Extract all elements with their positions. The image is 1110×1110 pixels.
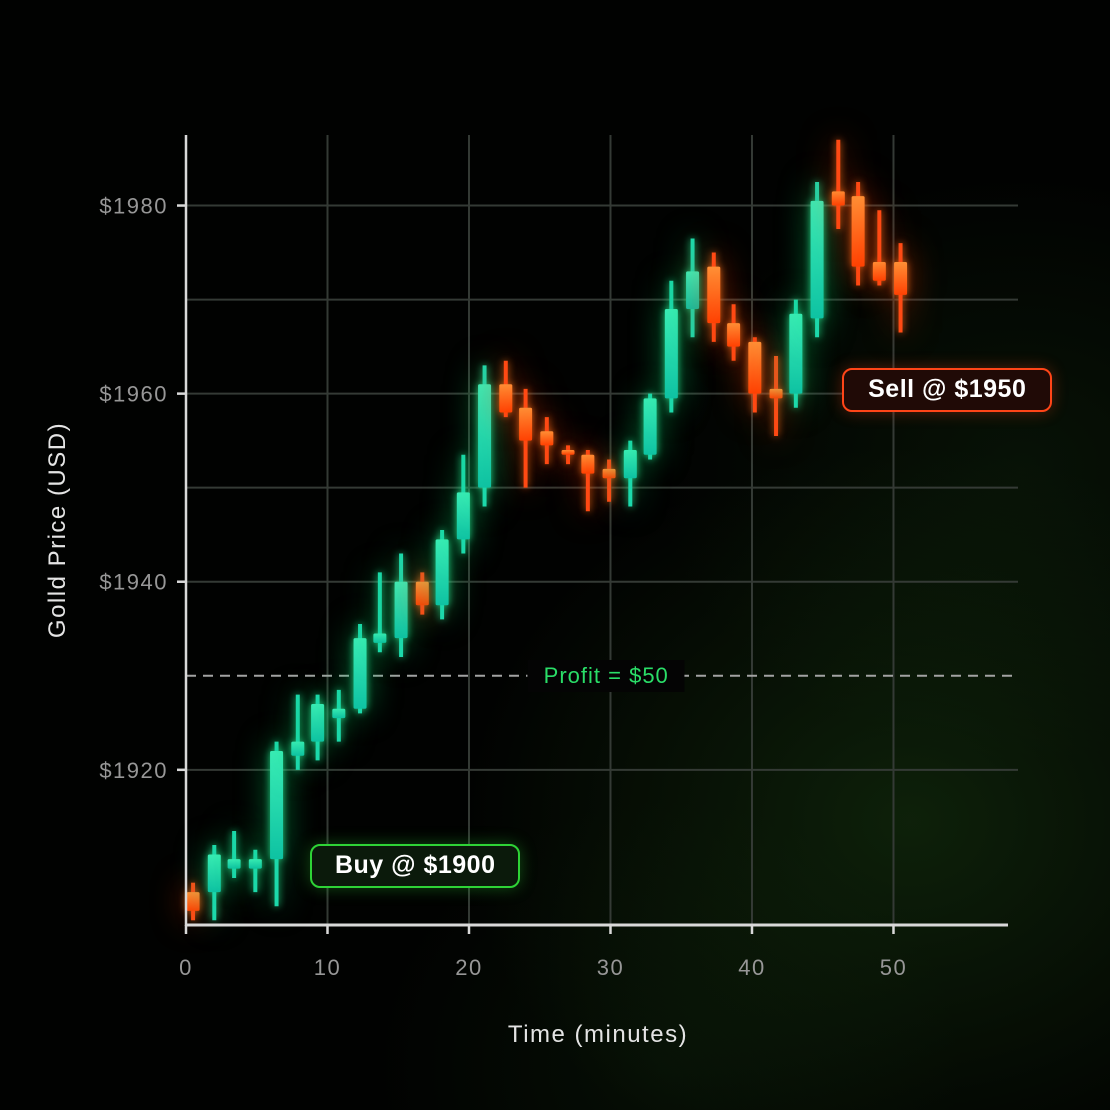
profit-annotation: Profit = $50 bbox=[527, 659, 685, 692]
candle-up bbox=[394, 553, 408, 657]
candle-up bbox=[353, 624, 367, 714]
y-tick-label: $1940 bbox=[99, 570, 168, 595]
x-tick-label: 30 bbox=[597, 955, 624, 980]
candle-up bbox=[207, 845, 221, 921]
axes: 0 10 20 30 40 50 $1920 $1940 $1960 $1980 bbox=[99, 135, 1008, 980]
candle-down bbox=[831, 139, 845, 230]
x-tick-label: 10 bbox=[314, 955, 341, 980]
candle-up bbox=[332, 689, 346, 742]
sell-annotation: Sell @ $1950 bbox=[842, 367, 1053, 412]
candle-up bbox=[789, 299, 803, 408]
candle-up bbox=[435, 530, 449, 620]
candle-down bbox=[499, 360, 513, 418]
candles bbox=[186, 139, 908, 921]
candle-down bbox=[851, 182, 865, 286]
candle-down bbox=[894, 243, 908, 333]
candle-down bbox=[727, 304, 741, 361]
candle-down bbox=[872, 210, 886, 286]
candle-down bbox=[602, 459, 616, 502]
candle-up bbox=[227, 830, 241, 878]
candle-down bbox=[707, 252, 721, 342]
candle-down bbox=[561, 445, 575, 465]
candle-down bbox=[186, 882, 200, 921]
candle-up bbox=[373, 572, 387, 653]
candle-up bbox=[248, 849, 262, 893]
x-tick-label: 0 bbox=[179, 955, 193, 980]
y-tick-label: $1980 bbox=[99, 194, 168, 219]
gridlines bbox=[186, 135, 1018, 925]
candle-down bbox=[415, 572, 429, 615]
candle-up bbox=[270, 741, 284, 907]
x-tick-label: 40 bbox=[738, 955, 765, 980]
candle-up bbox=[311, 694, 325, 761]
candle-down bbox=[769, 356, 783, 436]
candle-up bbox=[643, 393, 657, 460]
candle-down bbox=[540, 417, 554, 465]
candle-up bbox=[291, 694, 305, 770]
candle-up bbox=[478, 365, 492, 507]
x-axis-title: Time (minutes) bbox=[507, 1021, 689, 1048]
y-tick-label: $1920 bbox=[99, 758, 168, 783]
candle-up bbox=[686, 238, 700, 338]
candle-up bbox=[664, 280, 678, 413]
y-tick-label: $1960 bbox=[99, 382, 168, 407]
x-tick-label: 50 bbox=[880, 955, 907, 980]
candle-down bbox=[519, 388, 533, 488]
candle-down bbox=[748, 337, 762, 413]
candle-up bbox=[456, 454, 470, 554]
x-tick-label: 20 bbox=[455, 955, 482, 980]
candle-up bbox=[623, 440, 637, 507]
candle-up bbox=[810, 182, 824, 338]
y-axis-title: Golld Price (USD) bbox=[44, 421, 71, 639]
buy-annotation: Buy @ $1900 bbox=[310, 843, 521, 888]
candle-down bbox=[581, 450, 595, 512]
